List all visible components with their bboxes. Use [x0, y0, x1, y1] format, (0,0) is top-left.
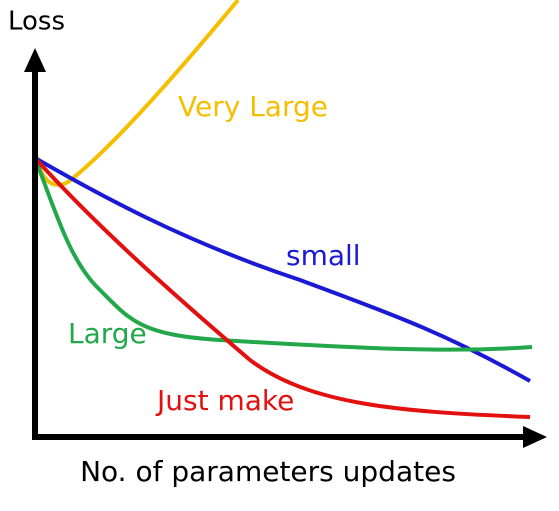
curve-label: Very Large	[178, 90, 328, 123]
y-axis-arrow	[24, 48, 46, 72]
x-axis-arrow	[523, 426, 547, 448]
large-curve	[33, 157, 533, 352]
curve-label: Large	[68, 317, 147, 350]
small-curve	[34, 156, 531, 383]
x-axis-label: No. of parameters updates	[80, 455, 456, 488]
just-make-curve	[33, 156, 531, 419]
curve-label: Just make	[155, 384, 294, 417]
curve-label: small	[286, 239, 361, 272]
y-axis-label: Loss	[8, 7, 65, 37]
